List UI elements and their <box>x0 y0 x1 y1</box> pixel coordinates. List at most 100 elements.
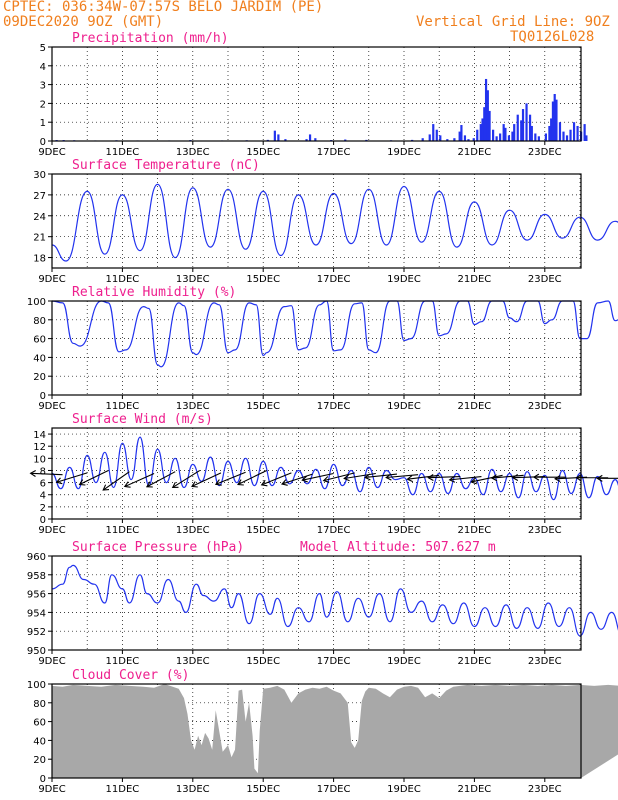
wind-arrow <box>406 474 440 483</box>
precip-bar <box>453 138 456 141</box>
panel-title: Precipitation (mm/h) <box>72 31 229 46</box>
y-tick-label: 30 <box>33 170 46 181</box>
x-tick-label: 23DEC <box>528 274 562 285</box>
panel-frame <box>51 427 582 520</box>
y-tick-label: 60 <box>33 335 46 346</box>
wind-arrow <box>322 472 355 483</box>
precip-bar <box>548 125 551 141</box>
y-tick-label: 20 <box>33 372 46 383</box>
panel-4: Surface Pressure (hPa) Model Altitude: 50… <box>27 540 618 667</box>
precip-bar <box>521 109 525 141</box>
y-tick-label: 5 <box>40 43 46 54</box>
precip-bar <box>460 125 463 141</box>
y-tick-label: 2 <box>40 99 46 110</box>
precip-bar <box>537 136 540 141</box>
x-tick-label: 9DEC <box>38 147 65 158</box>
y-tick-label: 0 <box>40 137 46 148</box>
series-line <box>51 564 618 637</box>
x-tick-label: 13DEC <box>176 784 210 795</box>
wind-arrow <box>55 472 88 485</box>
precip-bar <box>504 127 507 141</box>
x-tick-label: 15DEC <box>246 656 280 667</box>
y-tick-label: 100 <box>27 297 46 308</box>
precip-bar <box>534 133 537 141</box>
x-tick-label: 17DEC <box>317 656 351 667</box>
precip-bar <box>479 124 482 141</box>
panel-title: Surface Pressure (hPa) <box>72 540 244 555</box>
precip-bar <box>499 133 502 141</box>
precip-bar <box>562 131 565 141</box>
y-tick-label: 958 <box>27 571 46 582</box>
wind-arrow <box>214 471 246 486</box>
precip-bar <box>432 124 435 141</box>
wind-arrow <box>490 474 524 482</box>
x-tick-label: 17DEC <box>317 274 351 285</box>
y-tick-label: 956 <box>27 590 46 601</box>
panel-title: Surface Wind (m/s) <box>72 412 213 427</box>
y-tick-label: 1 <box>40 118 46 129</box>
precip-bar <box>305 139 308 141</box>
precip-bar <box>576 125 579 141</box>
precip-bar <box>544 133 547 141</box>
x-tick-label: 17DEC <box>317 525 351 536</box>
x-tick-label: 11DEC <box>106 525 140 536</box>
y-tick-label: 20 <box>33 755 46 766</box>
precip-bar <box>551 101 555 141</box>
x-tick-label: 17DEC <box>317 147 351 158</box>
y-tick-label: 60 <box>33 718 46 729</box>
precip-bar <box>585 135 588 141</box>
precip-bar <box>484 78 488 141</box>
y-tick-label: 4 <box>40 62 46 73</box>
precip-bar <box>486 90 489 141</box>
cloud-cover-area <box>52 684 618 778</box>
precip-bar <box>439 135 442 141</box>
precip-bar <box>273 130 276 141</box>
x-tick-label: 23DEC <box>528 147 562 158</box>
x-tick-label: 11DEC <box>106 401 140 412</box>
precip-bar <box>520 120 523 141</box>
wind-arrow <box>532 473 566 481</box>
y-tick-label: 954 <box>27 608 46 619</box>
x-tick-label: 21DEC <box>458 274 492 285</box>
precip-bar <box>472 138 475 141</box>
precip-bar <box>507 135 511 141</box>
y-tick-label: 3 <box>40 81 46 92</box>
wind-arrow <box>596 474 618 482</box>
y-tick-label: 40 <box>33 736 46 747</box>
precip-bar <box>476 129 479 141</box>
panel-frame <box>51 173 582 269</box>
wind-arrow <box>171 470 201 488</box>
precip-bar <box>525 103 528 141</box>
y-tick-label: 960 <box>27 552 46 563</box>
series-line <box>51 436 618 501</box>
y-tick-label: 80 <box>33 316 46 327</box>
y-tick-label: 2 <box>40 503 46 514</box>
x-tick-label: 11DEC <box>106 274 140 285</box>
x-tick-label: 21DEC <box>458 656 492 667</box>
y-tick-label: 8 <box>40 466 46 477</box>
precip-bar <box>308 134 312 141</box>
x-tick-label: 23DEC <box>528 525 562 536</box>
precip-bar <box>558 122 562 141</box>
precip-bar <box>344 139 347 141</box>
precip-bar <box>513 124 516 141</box>
x-tick-label: 13DEC <box>176 401 210 412</box>
x-tick-label: 21DEC <box>458 147 492 158</box>
precip-bar <box>583 124 586 141</box>
wind-arrow <box>280 473 313 486</box>
wind-arrow <box>448 475 482 483</box>
x-tick-label: 13DEC <box>176 656 210 667</box>
panel-frame <box>51 46 582 142</box>
wind-arrow <box>470 474 503 485</box>
wind-arrow <box>78 469 109 486</box>
precip-bar <box>463 135 467 141</box>
x-tick-label: 19DEC <box>387 784 421 795</box>
y-tick-label: 24 <box>33 212 46 223</box>
y-tick-label: 10 <box>33 454 46 465</box>
precip-bar <box>502 124 505 141</box>
precip-bar <box>428 134 431 141</box>
panel-0: Precipitation (mm/h) 0 1 2 3 4 5 9DEC 11DEC 13DEC… <box>38 31 588 158</box>
model-altitude-label: Model Altitude: 507.627 m <box>300 540 496 555</box>
